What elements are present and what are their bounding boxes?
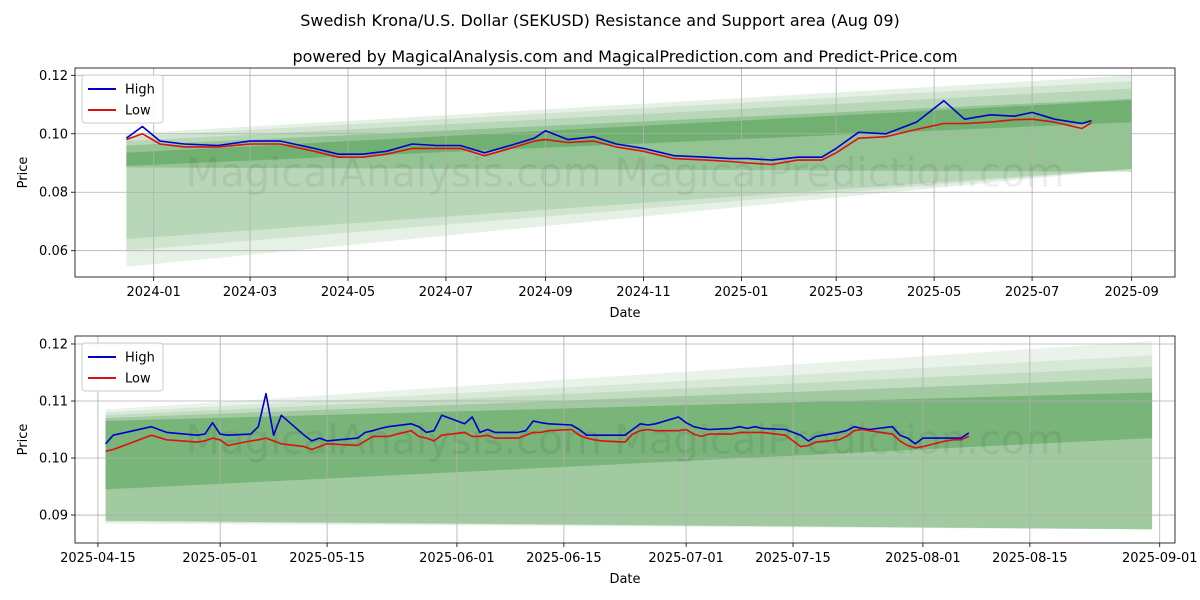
support-resistance-band-0 <box>126 75 1132 267</box>
y-tick-label: 0.11 <box>39 395 68 410</box>
x-tick-label: 2025-04-15 <box>60 551 136 566</box>
legend-label-high: High <box>125 351 155 366</box>
legend: High Low <box>81 342 164 392</box>
x-axis-label: Date <box>609 572 640 587</box>
plot-area: MagicalAnalysis.com MagicalPrediction.co… <box>75 336 1175 543</box>
top-chart-panel: MagicalAnalysis.com MagicalPrediction.co… <box>16 67 1176 321</box>
y-tick-label: 0.09 <box>39 509 68 524</box>
x-tick-label: 2025-07-01 <box>648 551 724 566</box>
plot-area: MagicalAnalysis.com MagicalPrediction.co… <box>75 68 1175 277</box>
x-tick-label: 2025-06-15 <box>526 551 602 566</box>
axes-frame <box>74 335 1176 544</box>
x-tick-label: 2025-09-01 <box>1122 551 1198 566</box>
y-axis-label: Price <box>16 424 31 456</box>
chart-subtitle: powered by MagicalAnalysis.com and Magic… <box>292 47 957 66</box>
x-tick-label: 2024-09 <box>518 285 572 300</box>
x-tick-label: 2025-07 <box>1005 285 1059 300</box>
x-tick-label: 2025-05 <box>907 285 961 300</box>
y-tick-label: 0.12 <box>39 337 68 352</box>
y-tick-label: 0.10 <box>39 127 68 142</box>
x-tick-label: 2025-07-15 <box>755 551 831 566</box>
y-tick-label: 0.10 <box>39 452 68 467</box>
y-tick-label: 0.08 <box>39 186 68 201</box>
x-tick-label: 2024-01 <box>127 285 181 300</box>
support-resistance-band-2 <box>105 366 1153 530</box>
x-tick-label: 2025-06-01 <box>419 551 495 566</box>
y-axis-label: Price <box>16 157 31 189</box>
x-tick-label: 2024-05 <box>321 285 375 300</box>
x-tick-label: 2025-08-01 <box>885 551 961 566</box>
legend-label-low: Low <box>125 104 151 119</box>
x-tick-label: 2024-03 <box>223 285 277 300</box>
axes-frame <box>74 67 1176 278</box>
support-resistance-band-4 <box>126 100 1132 166</box>
series-line-high <box>105 392 970 445</box>
chart-title: Swedish Krona/U.S. Dollar (SEKUSD) Resis… <box>300 11 900 30</box>
support-resistance-band-1 <box>126 81 1132 251</box>
support-resistance-band-4 <box>105 392 1153 490</box>
x-tick-label: 2025-01 <box>714 285 768 300</box>
x-tick-label: 2024-07 <box>419 285 473 300</box>
y-tick-label: 0.12 <box>39 69 68 84</box>
bottom-chart-panel: MagicalAnalysis.com MagicalPrediction.co… <box>16 335 1198 587</box>
x-axis-label: Date <box>609 306 640 321</box>
support-resistance-band-3 <box>105 378 1153 530</box>
x-tick-label: 2024-11 <box>616 285 670 300</box>
y-tick-label: 0.06 <box>39 244 68 259</box>
watermark-text: MagicalAnalysis.com MagicalPrediction.co… <box>186 151 1065 197</box>
support-resistance-band-3 <box>126 98 1132 172</box>
support-resistance-band-0 <box>105 341 1153 530</box>
series-line-low <box>126 118 1092 166</box>
x-tick-label: 2025-09 <box>1104 285 1158 300</box>
x-tick-label: 2025-05-01 <box>182 551 258 566</box>
watermark-text: MagicalAnalysis.com MagicalPrediction.co… <box>186 418 1065 464</box>
series-line-high <box>125 99 1092 161</box>
support-resistance-band-2 <box>126 88 1132 239</box>
x-tick-label: 2025-05-15 <box>289 551 365 566</box>
legend-label-high: High <box>125 83 155 98</box>
legend: High Low <box>81 74 164 124</box>
legend-label-low: Low <box>125 372 151 387</box>
support-resistance-band-1 <box>105 355 1153 530</box>
x-tick-label: 2025-03 <box>809 285 863 300</box>
x-tick-label: 2025-08-15 <box>992 551 1068 566</box>
series-line-low <box>105 428 970 452</box>
